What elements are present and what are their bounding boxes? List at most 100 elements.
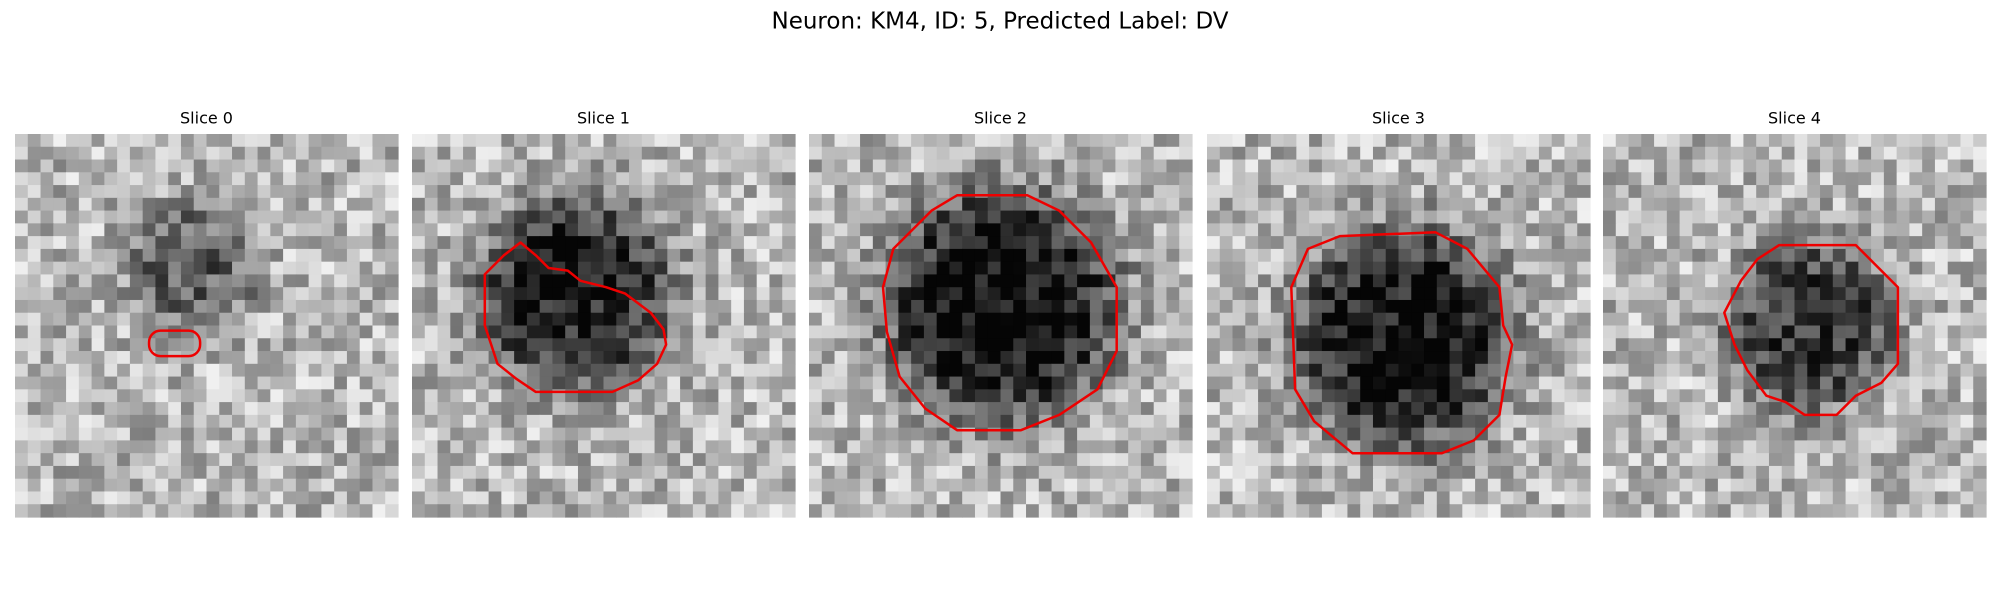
pixel: [1411, 210, 1425, 224]
pixel: [1756, 465, 1770, 480]
pixel: [654, 159, 668, 173]
pixel: [1449, 159, 1463, 173]
pixel: [809, 465, 823, 480]
pixel: [1385, 402, 1400, 416]
pixel: [1219, 146, 1234, 161]
pixel: [962, 402, 976, 416]
pixel: [117, 159, 131, 173]
pixel: [78, 134, 93, 148]
pixel: [1564, 504, 1578, 518]
pixel: [1768, 465, 1783, 480]
pixel: [1628, 261, 1642, 276]
pixel: [809, 236, 823, 250]
pixel: [1794, 427, 1808, 441]
pixel: [168, 223, 182, 237]
pixel: [1089, 427, 1104, 441]
pixel: [257, 159, 271, 173]
pixel: [1424, 465, 1438, 480]
pixel: [1038, 248, 1053, 263]
pixel: [1794, 478, 1808, 493]
pixel: [1858, 185, 1872, 199]
pixel: [514, 453, 528, 467]
pixel: [206, 440, 220, 454]
pixel: [334, 134, 348, 148]
pixel: [1077, 197, 1091, 212]
pixel: [1385, 338, 1400, 352]
pixel: [1500, 465, 1514, 480]
pixel: [501, 478, 515, 493]
pixel: [1513, 491, 1527, 505]
pixel: [1577, 491, 1591, 505]
pixel: [911, 325, 925, 339]
pixel: [590, 248, 605, 263]
pixel: [1038, 440, 1053, 454]
pixel: [437, 453, 451, 467]
pixel: [488, 299, 502, 314]
pixel: [1385, 478, 1400, 493]
pixel: [705, 440, 719, 454]
pixel: [1013, 338, 1027, 352]
pixel: [1820, 197, 1834, 212]
pixel: [1347, 134, 1361, 148]
pixel: [142, 299, 157, 314]
pixel: [1705, 236, 1719, 250]
pixel: [1102, 146, 1116, 161]
pixel: [283, 197, 297, 212]
pixel: [565, 427, 579, 441]
pixel: [1064, 376, 1078, 390]
pixel: [718, 363, 732, 378]
pixel: [27, 146, 42, 161]
pixel: [1385, 389, 1400, 403]
pixel: [1960, 185, 1974, 199]
pixel: [1115, 261, 1129, 276]
pixel: [718, 312, 732, 327]
pixel: [53, 325, 67, 339]
pixel: [756, 363, 771, 378]
pixel: [1038, 261, 1053, 276]
pixel: [1372, 185, 1387, 199]
pixel: [1140, 146, 1155, 161]
pixel: [705, 274, 719, 288]
pixel: [1513, 427, 1527, 441]
pixel: [1360, 402, 1374, 416]
pixel: [129, 414, 144, 429]
pixel: [1603, 402, 1617, 416]
pixel: [1781, 440, 1796, 454]
pixel: [488, 491, 502, 505]
pixel: [1232, 465, 1246, 480]
pixel: [1654, 274, 1668, 288]
pixel: [346, 363, 361, 378]
pixel: [27, 197, 42, 212]
pixel: [1102, 210, 1116, 224]
pixel: [898, 159, 912, 173]
pixel: [1436, 185, 1451, 199]
pixel: [1896, 287, 1910, 301]
pixel: [168, 376, 182, 390]
pixel: [834, 261, 848, 276]
pixel: [616, 210, 630, 224]
pixel: [834, 248, 848, 263]
pixel: [359, 402, 374, 416]
pixel: [1666, 197, 1681, 212]
pixel: [1603, 440, 1617, 454]
pixel: [1756, 236, 1770, 250]
pixel: [1845, 248, 1859, 263]
pixel: [1692, 210, 1706, 224]
pixel: [53, 504, 67, 518]
pixel: [129, 351, 144, 365]
pixel: [334, 223, 348, 237]
pixel: [1692, 440, 1706, 454]
panel-title: Slice 0: [180, 109, 233, 128]
pixel: [872, 236, 887, 250]
pixel: [974, 491, 989, 505]
pixel: [1051, 185, 1065, 199]
pixel: [1654, 389, 1668, 403]
pixel: [27, 261, 42, 276]
pixel: [1551, 338, 1566, 352]
pixel: [1000, 363, 1014, 378]
pixel: [1577, 287, 1591, 301]
pixel: [27, 299, 42, 314]
pixel: [743, 427, 758, 441]
pixel: [424, 172, 439, 186]
pixel: [1551, 414, 1566, 429]
